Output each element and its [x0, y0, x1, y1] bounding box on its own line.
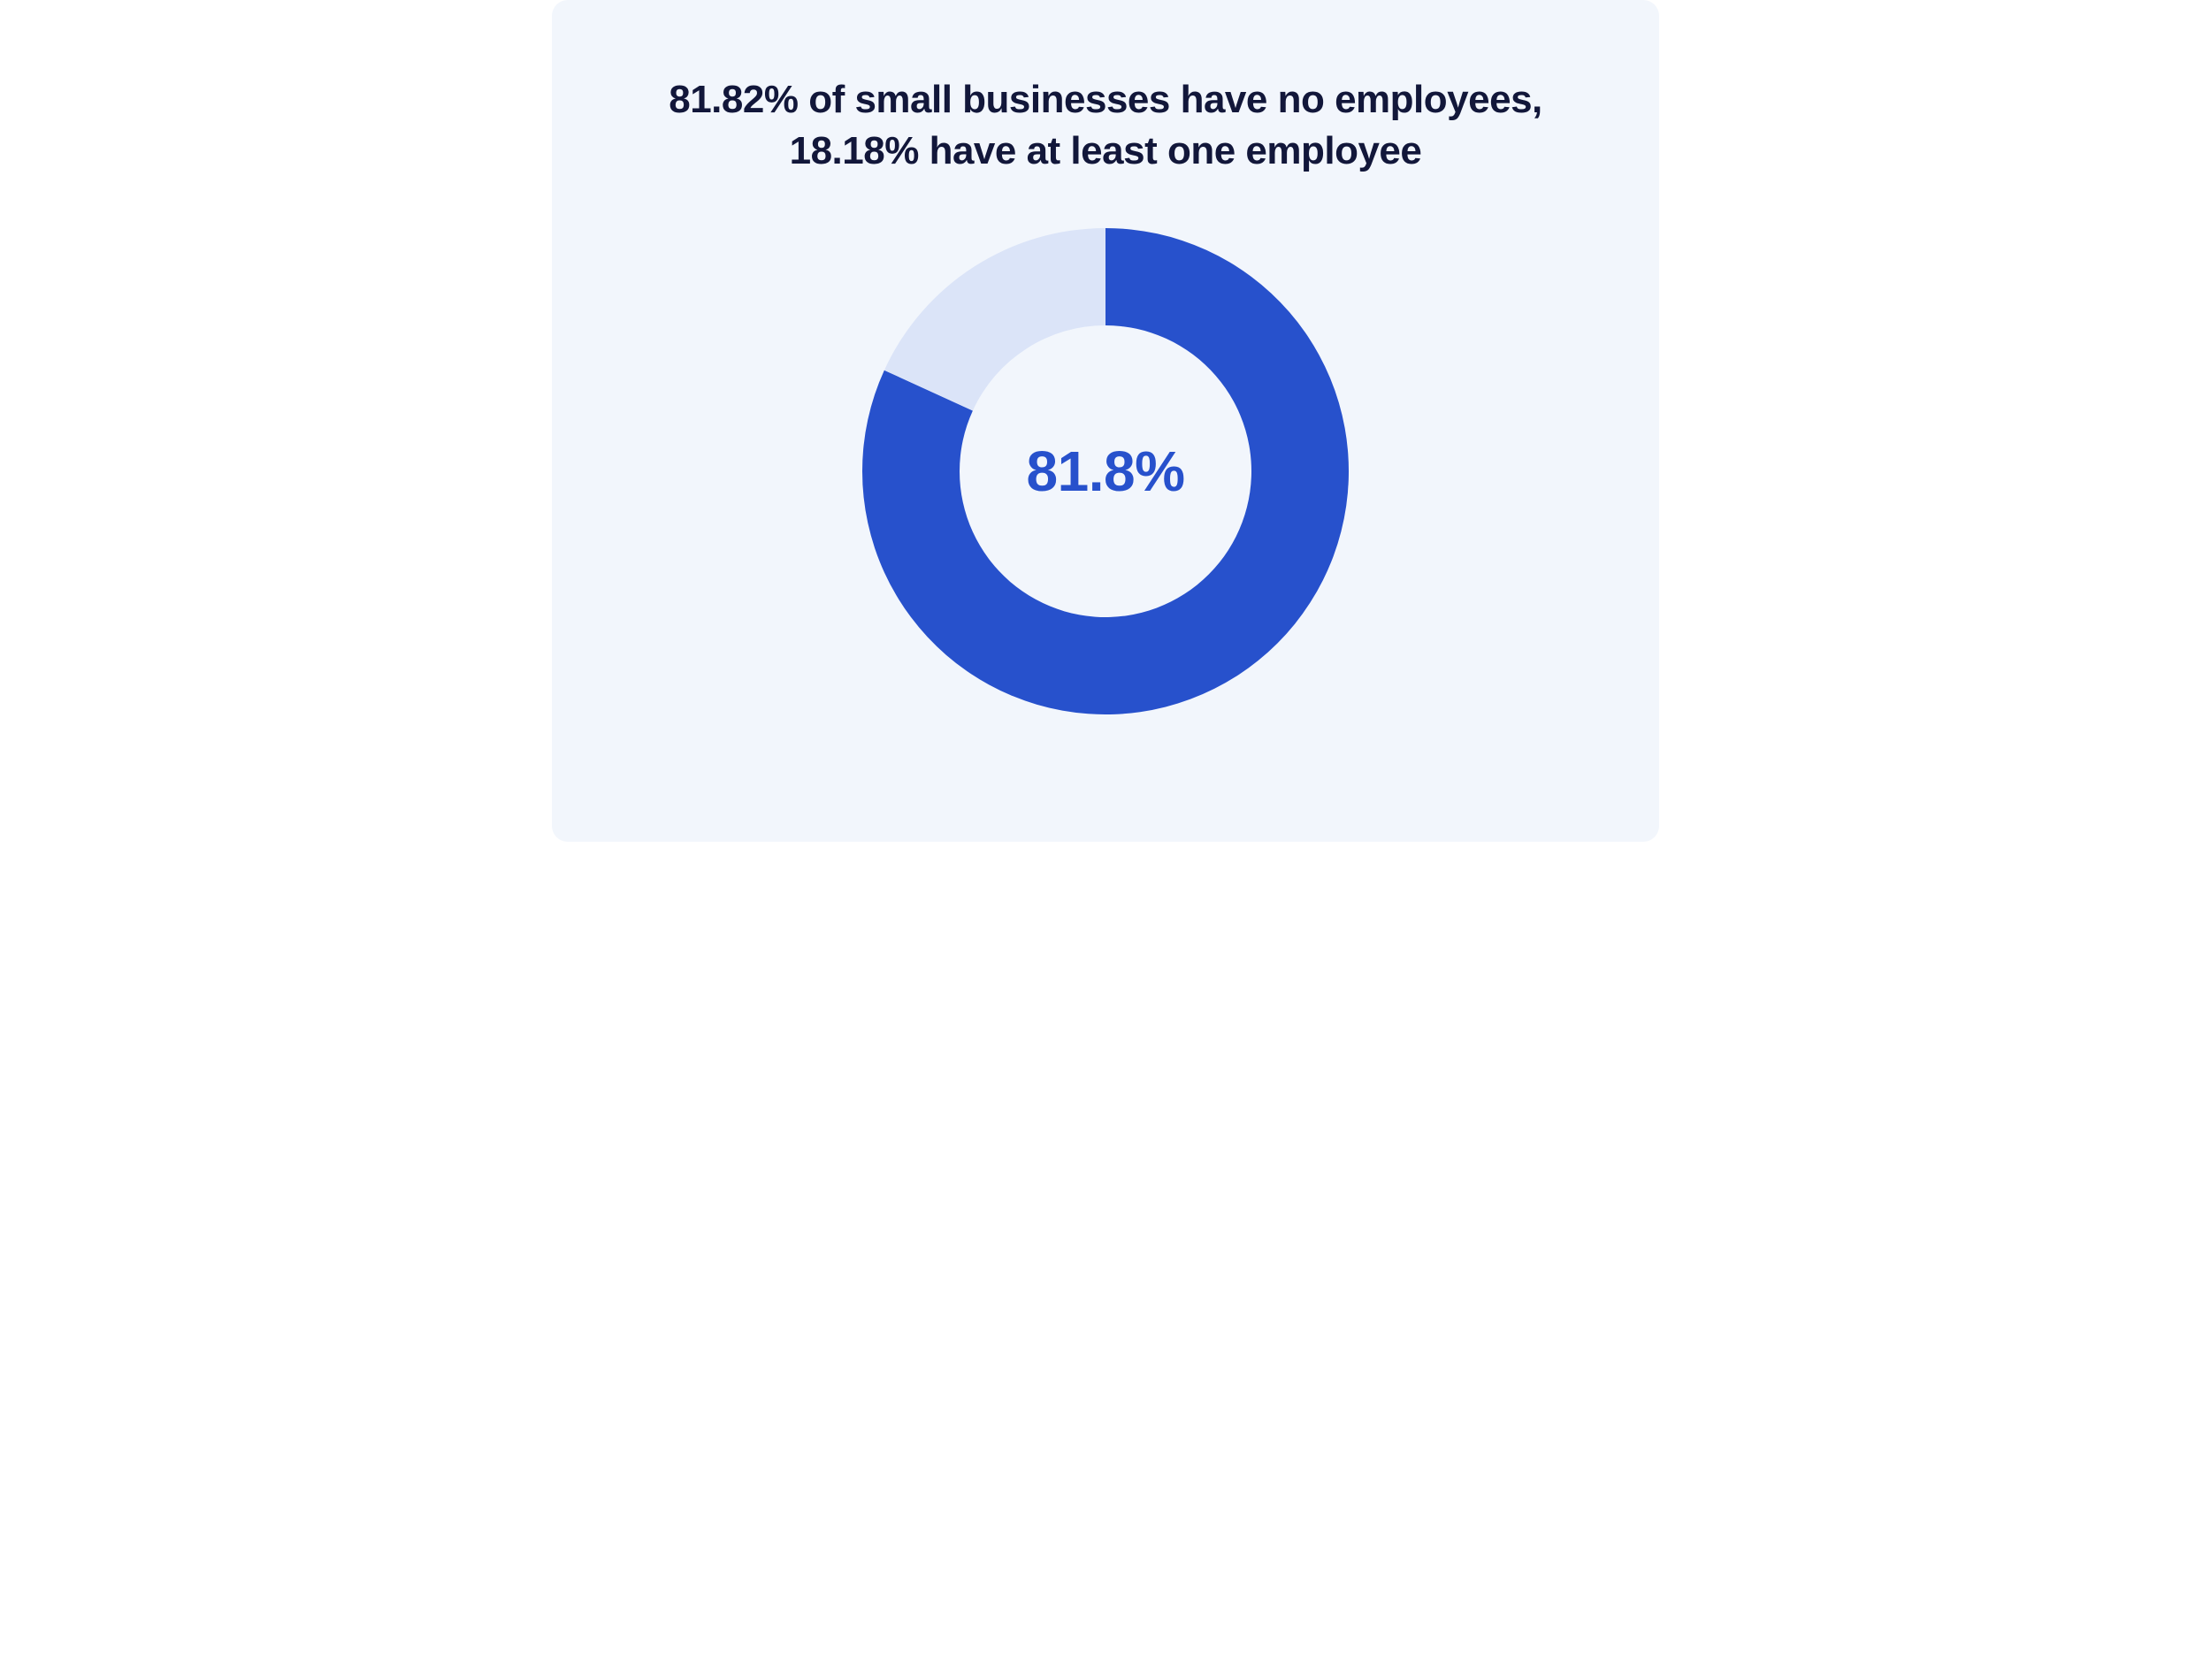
chart-title: 81.82% of small businesses have no emplo…	[637, 74, 1574, 177]
infographic-card: 81.82% of small businesses have no emplo…	[552, 0, 1659, 842]
donut-chart: 81.8%	[862, 228, 1349, 714]
donut-segment	[884, 228, 1106, 410]
donut-center-value: 81.8%	[1027, 439, 1185, 504]
